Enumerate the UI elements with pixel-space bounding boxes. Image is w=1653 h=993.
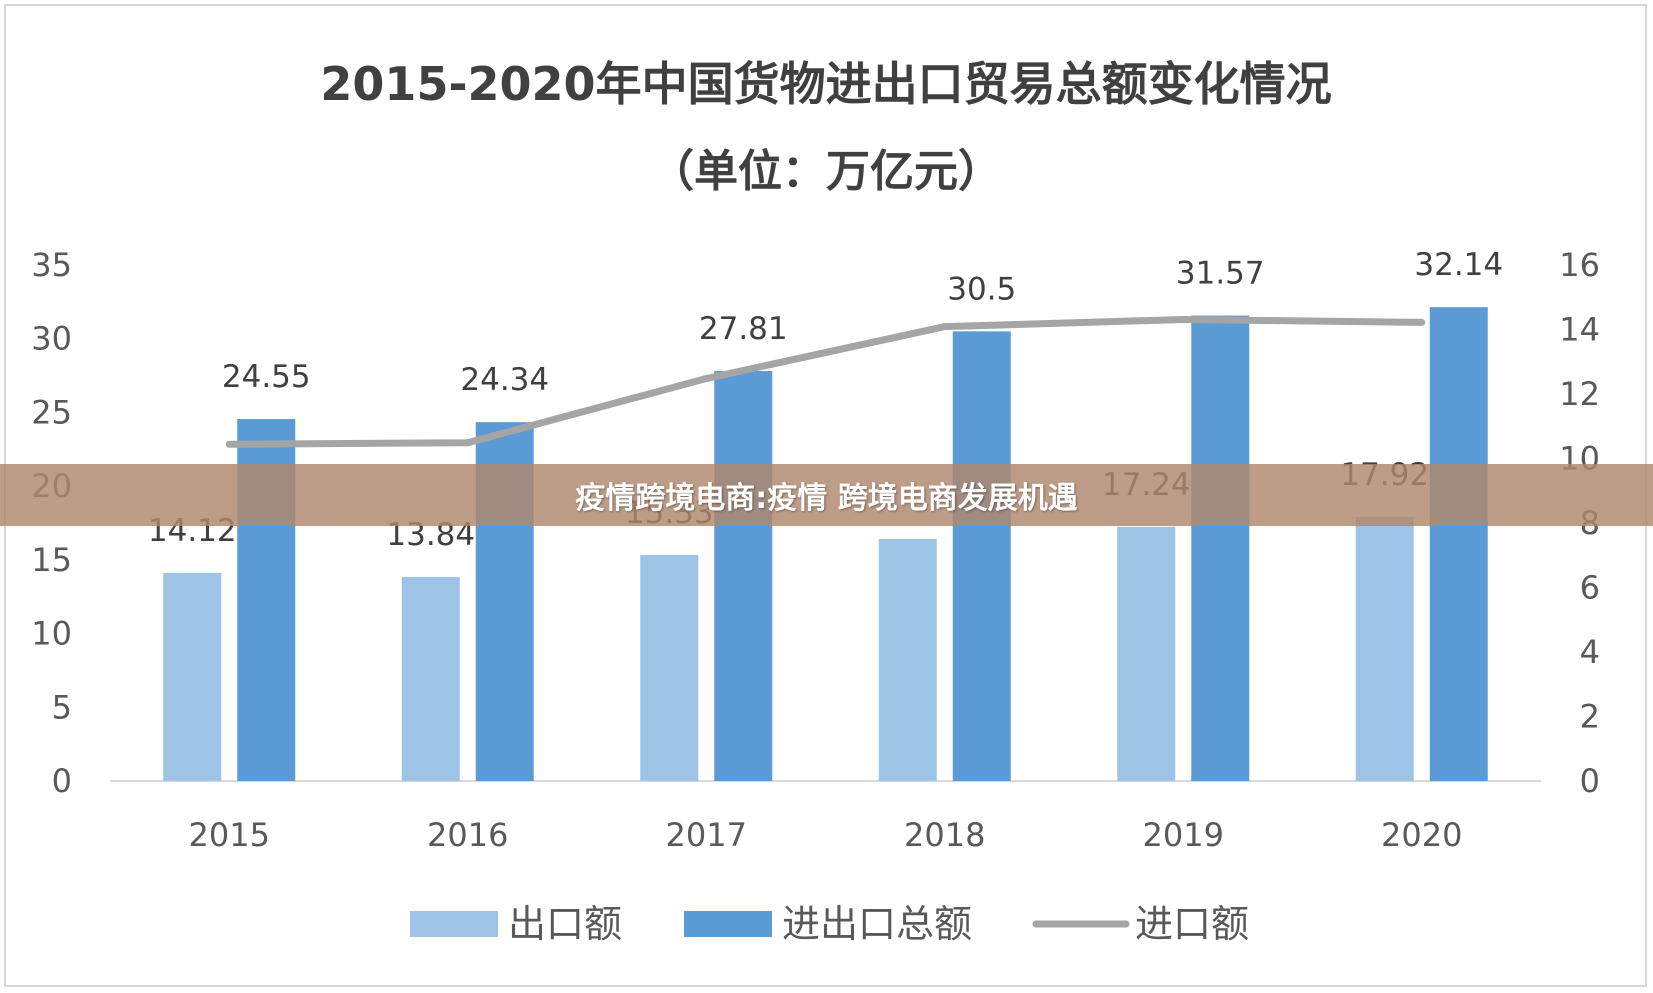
bar-export xyxy=(640,554,699,781)
y-left-axis: 05101520253035 xyxy=(31,246,72,800)
y-right-tick-label: 4 xyxy=(1580,633,1600,671)
bar-export xyxy=(1355,516,1414,781)
chart-subtitle: （单位：万亿元） xyxy=(650,146,1002,197)
banner-text: 疫情跨境电商:疫情 跨境电商发展机遇 xyxy=(575,481,1078,516)
legend-label: 进出口总额 xyxy=(782,902,972,946)
y-right-tick-label: 14 xyxy=(1559,311,1600,349)
y-left-tick-label: 0 xyxy=(52,762,72,800)
data-label: 31.57 xyxy=(1176,256,1265,292)
data-label: 30.5 xyxy=(947,271,1016,307)
x-tick-label: 2020 xyxy=(1381,816,1462,854)
bar-total xyxy=(952,331,1011,781)
bar-total xyxy=(1429,307,1488,781)
bar-total xyxy=(714,371,773,781)
x-tick-label: 2015 xyxy=(189,816,270,854)
line-import xyxy=(225,316,1426,448)
legend-label: 出口额 xyxy=(508,902,622,946)
x-axis: 2015 2016 2017 2018 2019 2020 xyxy=(189,816,1463,854)
y-right-tick-label: 0 xyxy=(1580,762,1600,800)
legend-swatch xyxy=(410,911,498,937)
data-label: 27.81 xyxy=(699,311,788,347)
bar-export xyxy=(401,576,460,781)
legend-label: 进口额 xyxy=(1135,902,1249,946)
x-tick-label: 2016 xyxy=(427,816,508,854)
y-left-tick-label: 15 xyxy=(31,541,72,579)
line-series-group xyxy=(225,316,1426,448)
bars-group xyxy=(163,307,1488,781)
overlay-banner: 疫情跨境电商:疫情 跨境电商发展机遇 xyxy=(0,464,1653,526)
x-tick-label: 2017 xyxy=(666,816,747,854)
y-left-tick-label: 25 xyxy=(31,393,72,431)
y-right-tick-label: 6 xyxy=(1580,569,1600,607)
y-left-tick-label: 5 xyxy=(52,688,72,726)
x-tick-label: 2018 xyxy=(904,816,985,854)
y-left-tick-label: 30 xyxy=(31,320,72,358)
chart-title: 2015-2020年中国货物进出口贸易总额变化情况 xyxy=(320,57,1331,111)
y-right-tick-label: 12 xyxy=(1559,375,1600,413)
y-right-tick-label: 2 xyxy=(1580,698,1600,736)
y-left-tick-label: 10 xyxy=(31,615,72,653)
bar-total xyxy=(1191,315,1250,781)
bar-export xyxy=(1117,526,1176,781)
data-label: 24.34 xyxy=(460,362,549,398)
bar-export xyxy=(878,538,937,781)
legend-swatch xyxy=(684,911,772,937)
data-label: 32.14 xyxy=(1414,247,1503,283)
bar-export xyxy=(163,572,222,781)
y-left-tick-label: 35 xyxy=(31,246,72,284)
legend: 出口额 进出口总额 进口额 xyxy=(410,902,1249,946)
data-label: 24.55 xyxy=(222,359,311,395)
x-tick-label: 2019 xyxy=(1143,816,1224,854)
y-right-tick-label: 16 xyxy=(1559,246,1600,284)
